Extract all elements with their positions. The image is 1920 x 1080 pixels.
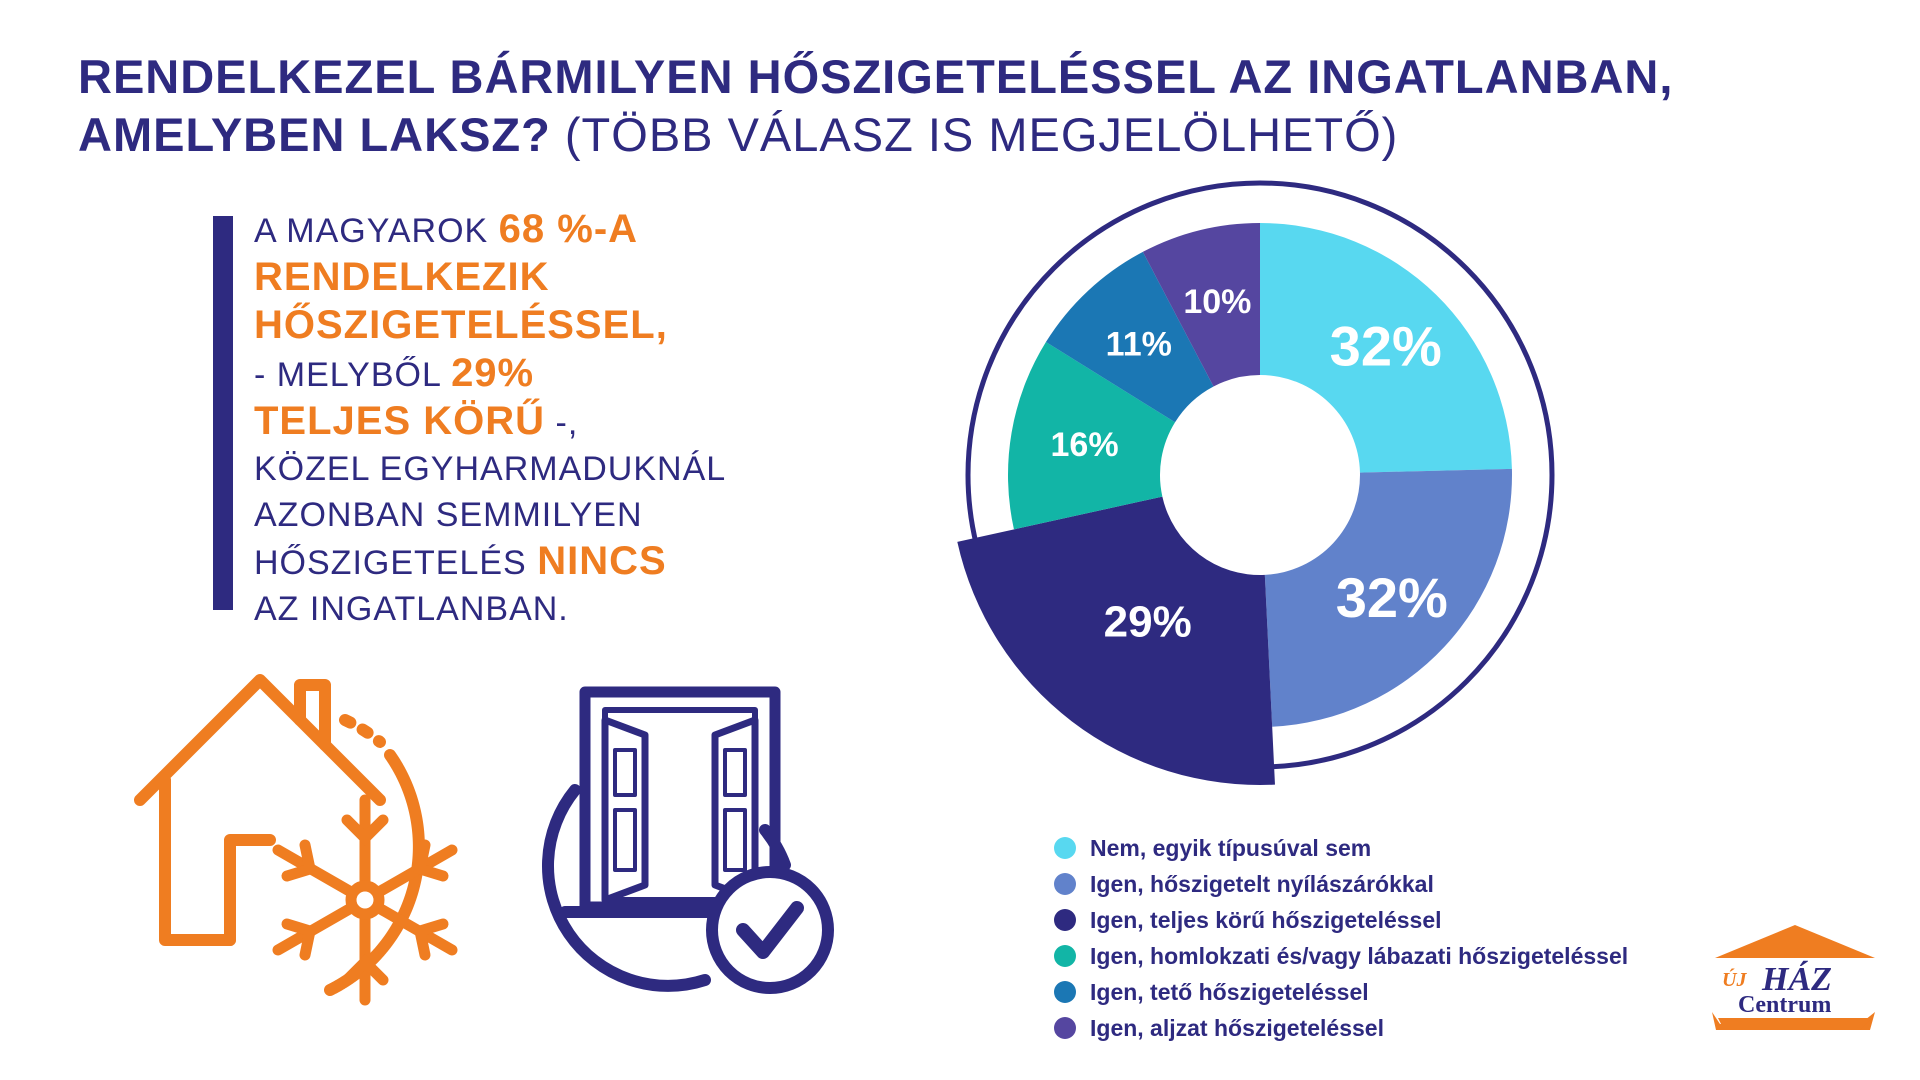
legend-item: Igen, hőszigetelt nyílászárókkal [1054,866,1628,902]
svg-text:Centrum: Centrum [1738,992,1831,1018]
legend-swatch [1054,981,1076,1003]
uj-haz-centrum-logo: ÚJ HÁZ Centrum [1712,925,1875,1030]
pie-slice [1260,223,1512,473]
legend-swatch [1054,1017,1076,1039]
chart-legend: Nem, egyik típusúval sem Igen, hőszigetel… [1054,830,1628,1046]
page-title: RENDELKEZEL BÁRMILYEN HŐSZIGETELÉSSEL AZ… [78,48,1778,164]
window-checkmark-icon [541,686,834,994]
legend-item: Igen, homlokzati és/vagy lábazati hőszig… [1054,938,1628,974]
legend-label: Igen, tető hőszigeteléssel [1090,978,1369,1005]
legend-label: Igen, homlokzati és/vagy lábazati hőszig… [1090,942,1629,969]
legend-swatch [1054,837,1076,859]
data-label: 11% [1106,326,1172,364]
legend-item: Igen, aljzat hőszigeteléssel [1054,1010,1628,1046]
legend-item: Igen, teljes körű hőszigeteléssel [1054,902,1628,938]
house-snowflake-icon [134,674,458,1006]
legend-label: Igen, teljes körű hőszigeteléssel [1090,906,1442,933]
legend-label: Igen, hőszigetelt nyílászárókkal [1090,870,1434,897]
data-label: 32% [1336,566,1448,629]
quote-accent-bar [213,216,233,610]
title-line-2: AMELYBEN LAKSZ? (TÖBB VÁLASZ IS MEGJELÖL… [78,108,1399,161]
checkmark-icon [736,901,804,959]
legend-swatch [1054,945,1076,967]
summary-text: A MAGYAROK 68 %-A RENDELKEZIK HŐSZIGETEL… [254,207,725,628]
donut-chart: 32% 32% 29% 16% 11% 10% [957,180,1555,785]
legend-swatch [1054,873,1076,895]
data-label: 16% [1051,426,1119,464]
data-label: 10% [1183,283,1251,321]
svg-text:ÚJ: ÚJ [1722,967,1747,991]
legend-label: Igen, aljzat hőszigeteléssel [1090,1014,1384,1041]
title-line-1: RENDELKEZEL BÁRMILYEN HŐSZIGETELÉSSEL AZ… [78,50,1674,103]
legend-label: Nem, egyik típusúval sem [1090,834,1372,861]
data-label: 29% [1104,597,1192,646]
pie-slice [1264,468,1512,727]
data-label: 32% [1330,315,1442,378]
pie-slice [957,496,1275,785]
legend-item: Nem, egyik típusúval sem [1054,830,1628,866]
pie-slice [1045,251,1214,423]
legend-item: Igen, tető hőszigeteléssel [1054,974,1628,1010]
legend-swatch [1054,909,1076,931]
pie-slice [1008,342,1176,530]
checkmark-circle [706,866,834,994]
svg-text:HÁZ: HÁZ [1761,961,1832,998]
pie-slice [1142,223,1260,387]
